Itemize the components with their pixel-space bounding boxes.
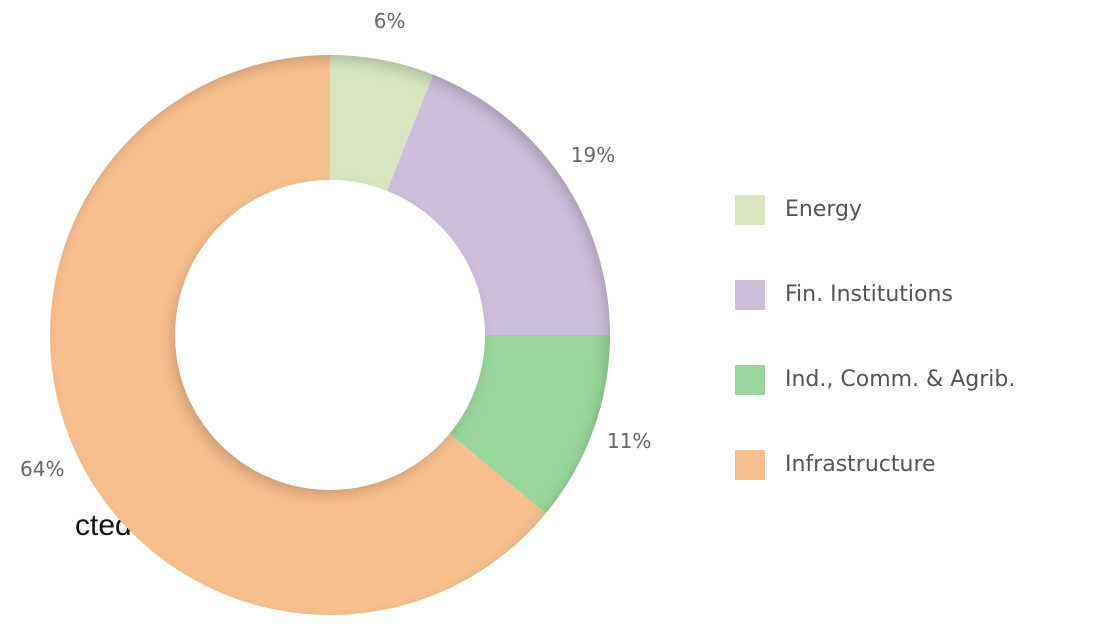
legend-label: Infrastructure bbox=[785, 452, 936, 477]
data-label: 19% bbox=[571, 143, 615, 167]
donut-slice bbox=[49, 55, 546, 615]
data-label: 64% bbox=[20, 457, 64, 481]
legend-label: Fin. Institutions bbox=[785, 282, 953, 307]
legend-swatch bbox=[735, 195, 765, 225]
legend-swatch bbox=[735, 450, 765, 480]
donut-slice bbox=[387, 74, 610, 335]
legend-swatch bbox=[735, 365, 765, 395]
donut-slice bbox=[330, 55, 434, 191]
legend-swatch bbox=[735, 280, 765, 310]
donut bbox=[49, 55, 610, 615]
legend-label: Energy bbox=[785, 197, 862, 222]
legend-label: Ind., Comm. & Agrib. bbox=[785, 367, 1015, 392]
data-label: 11% bbox=[607, 429, 651, 453]
data-label: 6% bbox=[374, 9, 406, 33]
donut-slice bbox=[449, 335, 610, 514]
